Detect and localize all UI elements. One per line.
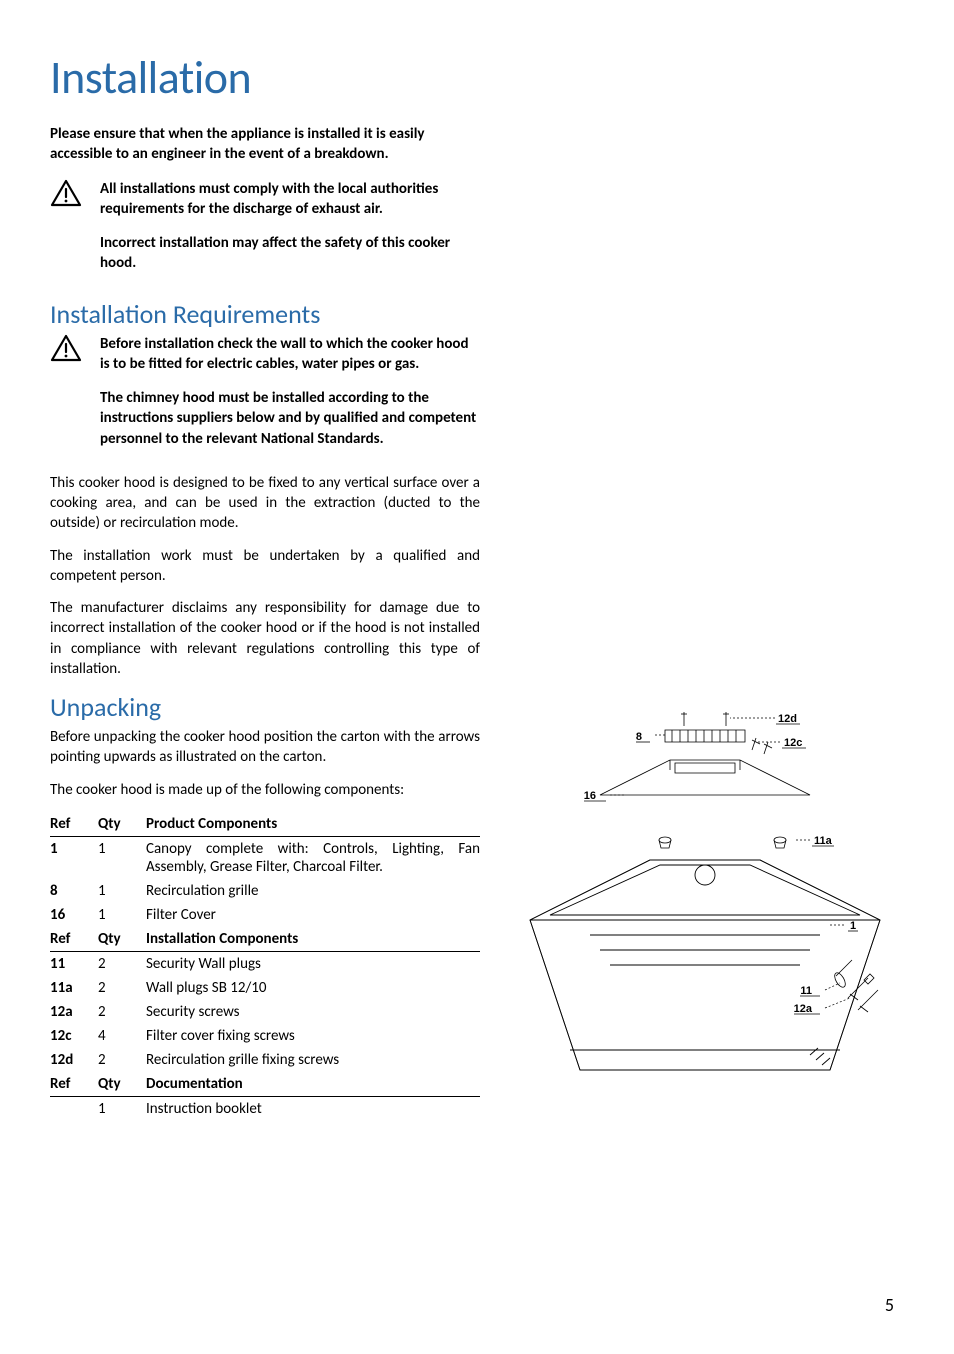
cell-desc: Filter cover fixing screws	[146, 1024, 480, 1048]
diagram-label: 1	[850, 920, 856, 932]
warning-block-1: All installations must comply with the l…	[50, 179, 480, 288]
warning-text: The chimney hood must be installed accor…	[100, 388, 480, 449]
body-paragraph: This cooker hood is designed to be fixed…	[50, 473, 480, 534]
cell-qty: 2	[98, 951, 146, 976]
table-row: 11a 2 Wall plugs SB 12/10	[50, 976, 480, 1000]
cell-qty: 1	[98, 1096, 146, 1121]
warning-text-group: Before installation check the wall to wh…	[100, 334, 480, 463]
cell-ref: 11	[50, 951, 98, 976]
cell-qty: 1	[98, 879, 146, 903]
section-heading-requirements: Installation Requirements	[50, 298, 480, 330]
warning-icon	[50, 334, 90, 362]
body-paragraph: The cooker hood is made up of the follow…	[50, 780, 480, 800]
col-header-section: Documentation	[146, 1072, 480, 1097]
cell-qty: 1	[98, 836, 146, 879]
diagram-label: 16	[584, 790, 596, 802]
table-row: 1 Instruction booklet	[50, 1096, 480, 1121]
table-header-row: Ref Qty Installation Components	[50, 927, 480, 952]
cell-qty: 1	[98, 903, 146, 927]
warning-text: Incorrect installation may affect the sa…	[100, 233, 480, 274]
table-row: 12a 2 Security screws	[50, 1000, 480, 1024]
table-row: 12d 2 Recirculation grille fixing screws	[50, 1048, 480, 1072]
table-row: 8 1 Recirculation grille	[50, 879, 480, 903]
warning-text: Before installation check the wall to wh…	[100, 334, 480, 375]
page: Installation Please ensure that when the…	[0, 0, 954, 1354]
cell-desc: Wall plugs SB 12/10	[146, 976, 480, 1000]
cell-qty: 2	[98, 1000, 146, 1024]
page-number: 5	[885, 1294, 894, 1316]
col-header-ref: Ref	[50, 812, 98, 837]
section-heading-unpacking: Unpacking	[50, 691, 480, 723]
diagram-label: 8	[636, 731, 642, 743]
cell-ref: 8	[50, 879, 98, 903]
warning-block-2: Before installation check the wall to wh…	[50, 334, 480, 463]
intro-text: Please ensure that when the appliance is…	[50, 124, 480, 165]
warning-icon	[50, 179, 90, 207]
warning-text: All installations must comply with the l…	[100, 179, 480, 220]
cell-ref: 1	[50, 836, 98, 879]
col-header-qty: Qty	[98, 1072, 146, 1097]
col-header-section: Installation Components	[146, 927, 480, 952]
body-paragraph: Before unpacking the cooker hood positio…	[50, 727, 480, 768]
components-table: Ref Qty Product Components 1 1 Canopy co…	[50, 812, 480, 1121]
cell-desc: Security Wall plugs	[146, 951, 480, 976]
body-paragraph: The installation work must be undertaken…	[50, 546, 480, 587]
left-column: Installation Please ensure that when the…	[50, 50, 480, 1121]
cell-desc: Security screws	[146, 1000, 480, 1024]
cell-qty: 4	[98, 1024, 146, 1048]
table-row: 16 1 Filter Cover	[50, 903, 480, 927]
cell-desc: Recirculation grille	[146, 879, 480, 903]
warning-text-group: All installations must comply with the l…	[100, 179, 480, 288]
page-title: Installation	[50, 50, 480, 106]
body-paragraph: The manufacturer disclaims any responsib…	[50, 598, 480, 679]
col-header-ref: Ref	[50, 1072, 98, 1097]
diagram-label: 12a	[794, 1003, 813, 1015]
table-row: 12c 4 Filter cover fixing screws	[50, 1024, 480, 1048]
col-header-qty: Qty	[98, 812, 146, 837]
cell-desc: Filter Cover	[146, 903, 480, 927]
col-header-qty: Qty	[98, 927, 146, 952]
cell-ref: 12c	[50, 1024, 98, 1048]
exploded-diagram: 8 12d 12c 16 11a 1 11 12a	[500, 700, 900, 1100]
table-header-row: Ref Qty Documentation	[50, 1072, 480, 1097]
cell-desc: Recirculation grille fixing screws	[146, 1048, 480, 1072]
table-header-row: Ref Qty Product Components	[50, 812, 480, 837]
cell-desc: Canopy complete with: Controls, Lighting…	[146, 836, 480, 879]
cell-ref: 11a	[50, 976, 98, 1000]
col-header-ref: Ref	[50, 927, 98, 952]
cell-ref: 12d	[50, 1048, 98, 1072]
col-header-section: Product Components	[146, 812, 480, 837]
cell-ref: 12a	[50, 1000, 98, 1024]
table-row: 1 1 Canopy complete with: Controls, Ligh…	[50, 836, 480, 879]
diagram-label: 12d	[778, 713, 797, 725]
cell-qty: 2	[98, 1048, 146, 1072]
cell-qty: 2	[98, 976, 146, 1000]
table-row: 11 2 Security Wall plugs	[50, 951, 480, 976]
cell-desc: Instruction booklet	[146, 1096, 480, 1121]
diagram-label: 12c	[784, 737, 802, 749]
cell-ref: 16	[50, 903, 98, 927]
diagram-label: 11a	[814, 835, 833, 847]
cell-ref	[50, 1096, 98, 1121]
diagram-label: 11	[800, 985, 812, 997]
